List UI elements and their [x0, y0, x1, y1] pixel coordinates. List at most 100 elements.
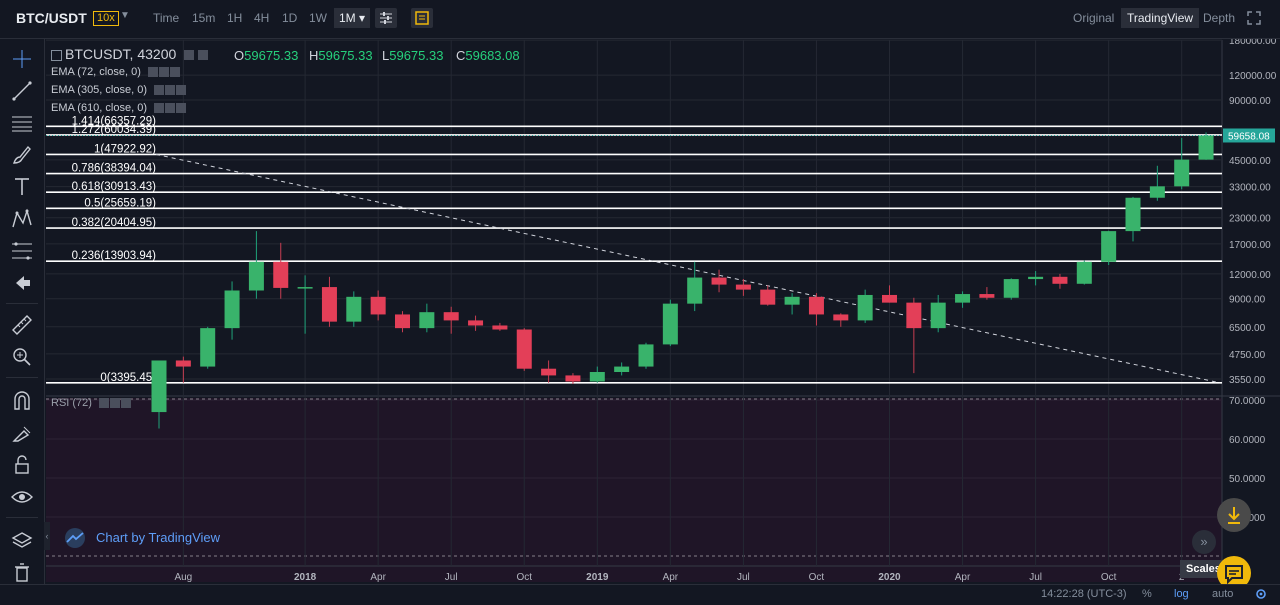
candle	[662, 299, 678, 347]
indicator-ema-305[interactable]: EMA (305, close, 0)	[51, 84, 187, 96]
candle	[346, 291, 362, 327]
collapse-legend-icon[interactable]	[51, 49, 62, 61]
timeframe-1w[interactable]: 1W	[309, 11, 327, 25]
magnet-icon[interactable]	[10, 389, 34, 413]
download-button[interactable]	[1217, 498, 1251, 532]
eye-icon[interactable]	[154, 85, 165, 96]
zoom-icon[interactable]	[10, 345, 34, 369]
candle-body	[833, 314, 849, 321]
percent-toggle[interactable]: %	[1142, 588, 1152, 600]
candle-body	[541, 368, 557, 376]
fullscreen-icon[interactable]	[1247, 11, 1261, 25]
eye-icon[interactable]	[154, 103, 165, 114]
gear-icon[interactable]	[158, 67, 169, 78]
candle-body	[224, 290, 240, 329]
scroll-to-realtime-button[interactable]: »	[1192, 530, 1216, 554]
y-tick-label: 120000.00	[1229, 71, 1277, 82]
back-arrow-icon[interactable]	[10, 271, 34, 295]
scales-button[interactable]: Scales	[1180, 560, 1227, 578]
close-icon[interactable]	[176, 85, 187, 96]
close-icon[interactable]	[176, 103, 187, 114]
candle-body	[1198, 135, 1214, 160]
y-tick-label: 12000.00	[1229, 270, 1271, 281]
trend-line-icon[interactable]	[10, 79, 34, 103]
timeframe-1d[interactable]: 1D	[282, 11, 298, 25]
timeframe-time[interactable]: Time	[153, 11, 180, 25]
eye-icon[interactable]	[147, 67, 158, 78]
gear-icon[interactable]	[165, 85, 176, 96]
indicator-ema-610[interactable]: EMA (610, close, 0)	[51, 102, 187, 114]
rsi-tick-label: 50.0000	[1229, 474, 1266, 485]
close-icon[interactable]	[121, 398, 132, 409]
candle	[200, 326, 216, 369]
view-depth[interactable]: Depth	[1203, 11, 1236, 25]
indicators-icon[interactable]	[411, 8, 433, 28]
lock-drawing-icon[interactable]	[10, 421, 34, 445]
view-tradingview[interactable]: TradingView	[1121, 8, 1200, 28]
eye-toggle-icon[interactable]	[198, 50, 209, 61]
candle	[516, 328, 532, 371]
timeframe-15m[interactable]: 15m	[192, 11, 216, 25]
settings-icon[interactable]	[184, 50, 195, 61]
eye-icon[interactable]	[99, 398, 110, 409]
crosshair-icon[interactable]	[10, 47, 34, 71]
text-icon[interactable]	[10, 175, 34, 199]
candle	[273, 242, 289, 299]
candle	[1052, 273, 1068, 289]
candle-body	[516, 329, 532, 369]
candle	[492, 322, 508, 331]
rsi-legend[interactable]: RSI (72)	[51, 397, 132, 409]
y-tick-label: 45000.00	[1229, 156, 1271, 167]
horizontal-lines-icon[interactable]	[10, 111, 34, 135]
close-icon[interactable]	[169, 67, 180, 78]
ruler-icon[interactable]	[10, 313, 34, 337]
candle	[395, 311, 410, 333]
candle	[565, 373, 581, 385]
candle	[638, 342, 654, 369]
lock-icon[interactable]	[10, 453, 34, 477]
fib-level-label: 0.382(20404.95)	[72, 217, 157, 229]
settings-sliders-icon[interactable]	[375, 8, 397, 28]
log-toggle[interactable]: log	[1174, 588, 1189, 600]
gear-icon[interactable]	[165, 103, 176, 114]
timeframe-1h[interactable]: 1H	[227, 11, 243, 25]
ohlc-low: L59675.33	[382, 48, 443, 63]
candle-body	[882, 294, 897, 303]
candle	[1125, 196, 1141, 242]
leverage-badge[interactable]: 10x	[93, 11, 119, 26]
candle	[906, 297, 922, 374]
trash-icon[interactable]	[10, 561, 34, 585]
clock[interactable]: 14:22:28 (UTC-3)	[1041, 588, 1127, 600]
rsi-tick-label: 70.0000	[1229, 396, 1266, 407]
document-icon	[415, 11, 429, 25]
view-original[interactable]: Original	[1073, 11, 1115, 25]
fib-level-label: 0.5(25659.19)	[84, 197, 156, 209]
candle-body	[1003, 279, 1019, 298]
price-pane	[46, 40, 1222, 394]
auto-toggle[interactable]: auto	[1212, 588, 1234, 600]
last-price-label: 59658.08	[1228, 131, 1270, 142]
candle-body	[346, 296, 362, 322]
candle	[687, 261, 703, 312]
eye-icon[interactable]	[10, 485, 34, 509]
close-value: 59683.08	[465, 48, 520, 63]
collapse-toolbar-handle[interactable]: ‹	[44, 522, 50, 550]
candle-body	[589, 371, 605, 382]
brush-icon[interactable]	[10, 143, 34, 167]
gear-icon[interactable]	[1254, 587, 1268, 601]
fib-icon[interactable]	[10, 239, 34, 263]
timeframe-4h[interactable]: 4H	[254, 11, 270, 25]
download-icon	[1228, 507, 1240, 524]
gear-icon[interactable]	[110, 398, 121, 409]
timeframe-1m[interactable]: 1M ▾	[334, 8, 371, 28]
x-tick-label: 2018	[294, 572, 317, 583]
layers-icon[interactable]	[10, 529, 34, 553]
pattern-icon[interactable]	[10, 207, 34, 231]
bottom-bar: 14:22:28 (UTC-3) % log auto	[0, 584, 1280, 605]
chevron-down-icon[interactable]: ▼	[120, 10, 130, 21]
candle-body	[297, 287, 313, 289]
drawing-toolbar	[0, 39, 45, 604]
pair-title[interactable]: BTC/USDT	[16, 10, 87, 26]
indicator-ema-72[interactable]: EMA (72, close, 0)	[51, 66, 180, 78]
